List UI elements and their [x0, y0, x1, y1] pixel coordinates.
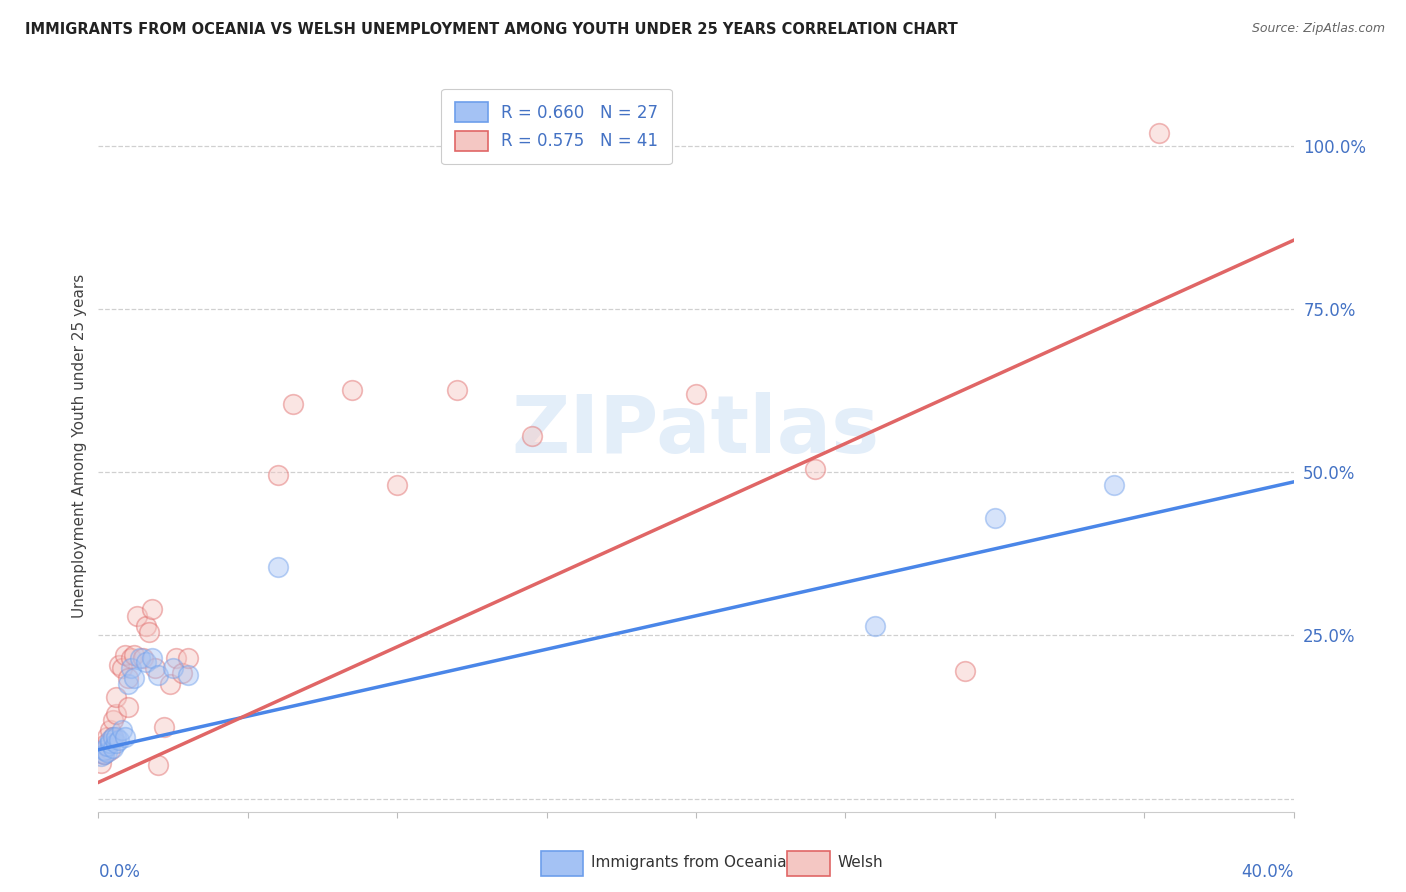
Point [172, 666, 194, 681]
Point [96, 730, 118, 744]
Point [267, 559, 290, 574]
Point [135, 618, 157, 632]
Point [153, 720, 176, 734]
Text: 40.0%: 40.0% [1241, 863, 1294, 881]
Point [165, 651, 187, 665]
Point [93, 747, 115, 762]
Legend: R = 0.660   N = 27, R = 0.575   N = 41: R = 0.660 N = 27, R = 0.575 N = 41 [441, 88, 672, 164]
Point [138, 625, 160, 640]
Point [148, 757, 170, 772]
Point [108, 657, 131, 672]
Point [804, 462, 827, 476]
Point [108, 732, 131, 747]
Point [865, 618, 887, 632]
Point [105, 730, 128, 744]
Point [520, 429, 543, 443]
Text: 0.0%: 0.0% [98, 863, 141, 881]
Point [98, 723, 122, 737]
Text: Immigrants from Oceania: Immigrants from Oceania [591, 855, 786, 870]
Point [162, 661, 184, 675]
Point [120, 661, 142, 675]
Point [117, 671, 139, 685]
Point [267, 468, 290, 483]
Point [117, 700, 139, 714]
Point [98, 732, 122, 747]
Y-axis label: Unemployment Among Youth under 25 years: Unemployment Among Youth under 25 years [72, 274, 87, 618]
Point [141, 651, 163, 665]
Point [177, 651, 200, 665]
Point [281, 396, 304, 410]
Point [93, 738, 115, 752]
Point [953, 665, 976, 679]
Point [685, 386, 707, 401]
Text: Welsh: Welsh [838, 855, 883, 870]
Point [143, 661, 166, 675]
Point [111, 723, 134, 737]
Point [342, 384, 364, 398]
Point [103, 730, 125, 744]
Point [120, 651, 142, 665]
Point [90, 756, 112, 770]
Point [124, 671, 146, 685]
Point [135, 655, 157, 669]
Point [111, 661, 134, 675]
Point [98, 742, 122, 756]
Point [117, 677, 139, 691]
Point [1147, 126, 1170, 140]
Point [90, 746, 112, 760]
Point [90, 749, 112, 764]
Point [446, 384, 468, 398]
Point [105, 736, 128, 750]
Point [98, 736, 122, 750]
Point [127, 608, 149, 623]
Point [141, 602, 163, 616]
Point [103, 740, 125, 755]
Point [96, 745, 118, 759]
Point [105, 706, 128, 721]
Point [103, 730, 125, 744]
Text: ZIPatlas: ZIPatlas [512, 392, 880, 470]
Point [105, 690, 128, 705]
Point [129, 651, 152, 665]
Point [159, 677, 181, 691]
Point [132, 651, 155, 665]
Text: IMMIGRANTS FROM OCEANIA VS WELSH UNEMPLOYMENT AMONG YOUTH UNDER 25 YEARS CORRELA: IMMIGRANTS FROM OCEANIA VS WELSH UNEMPLO… [25, 22, 957, 37]
Point [148, 667, 170, 681]
Point [984, 511, 1007, 525]
Point [114, 730, 136, 744]
Point [114, 648, 136, 662]
Point [96, 739, 118, 754]
Point [1104, 478, 1126, 492]
Point [177, 667, 200, 681]
Point [93, 742, 115, 756]
Point [96, 736, 118, 750]
Point [385, 478, 409, 492]
Point [103, 714, 125, 728]
Point [124, 648, 146, 662]
Point [93, 747, 115, 762]
Text: Source: ZipAtlas.com: Source: ZipAtlas.com [1251, 22, 1385, 36]
